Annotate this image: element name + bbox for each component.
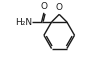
Text: O: O bbox=[41, 2, 48, 11]
Text: O: O bbox=[56, 3, 63, 12]
Text: H₂N: H₂N bbox=[15, 17, 32, 27]
